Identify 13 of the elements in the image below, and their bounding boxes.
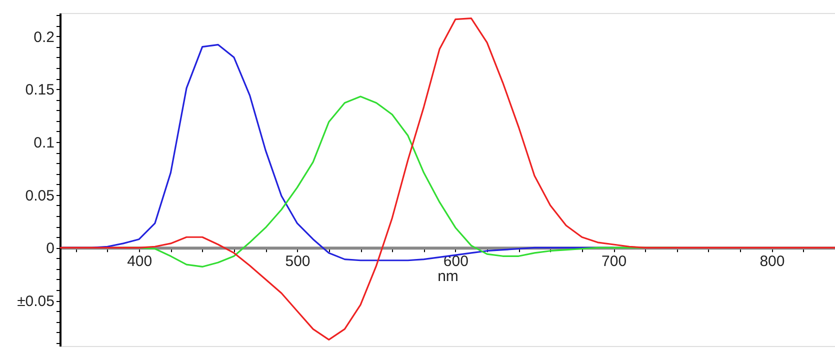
y-tick-label: 0.2 xyxy=(34,28,54,46)
x-axis-title: nm xyxy=(438,268,458,286)
x-tick-label: 500 xyxy=(285,253,310,270)
line-series xyxy=(60,17,835,340)
x-tick-label: 600 xyxy=(443,253,468,270)
x-tick-label: 700 xyxy=(602,253,627,270)
y-tick-label: 0.05 xyxy=(25,187,54,204)
y-tick-label: ±0.05 xyxy=(17,293,54,310)
y-tick-label: 0.1 xyxy=(34,134,54,152)
x-tick-label: 800 xyxy=(760,253,785,270)
x-tick-label: 400 xyxy=(127,253,152,270)
y-tick-label: 0.15 xyxy=(25,82,54,99)
y-tick-label: 0 xyxy=(46,240,54,258)
